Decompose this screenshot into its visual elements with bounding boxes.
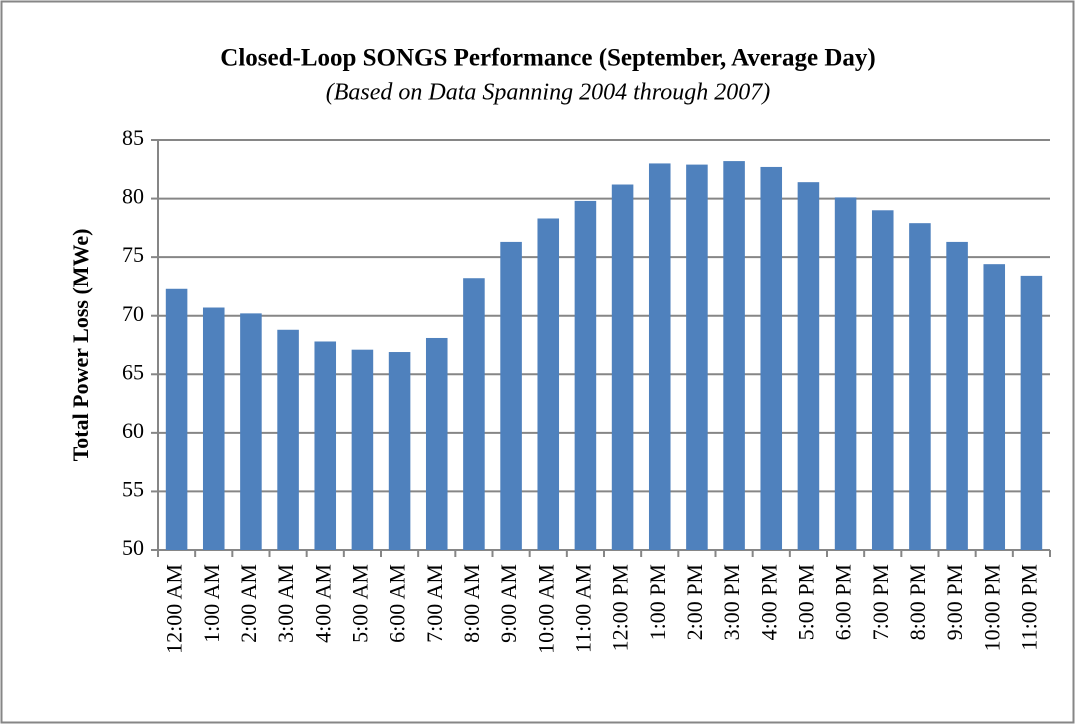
y-tick-label: 50 bbox=[122, 535, 144, 560]
x-tick-label: 5:00 PM bbox=[793, 564, 818, 640]
bar bbox=[834, 197, 857, 550]
x-tick-label: 8:00 PM bbox=[905, 564, 930, 640]
y-tick-label: 70 bbox=[122, 301, 144, 326]
y-tick-label: 75 bbox=[122, 242, 144, 267]
y-axis-label: Total Power Loss (MWe) bbox=[68, 229, 93, 462]
bar bbox=[723, 161, 745, 551]
x-tick-label: 7:00 AM bbox=[422, 564, 447, 643]
y-tick-label: 85 bbox=[122, 125, 144, 150]
bar bbox=[240, 313, 262, 550]
x-tick-label: 12:00 AM bbox=[162, 564, 187, 654]
bar bbox=[388, 352, 411, 550]
x-tick-label: 4:00 PM bbox=[756, 564, 781, 640]
bar bbox=[686, 164, 708, 550]
bar bbox=[463, 278, 485, 550]
x-tick-label: 1:00 AM bbox=[199, 564, 224, 643]
chart-subtitle: (Based on Data Spanning 2004 through 200… bbox=[326, 80, 770, 106]
x-tick-label: 10:00 AM bbox=[533, 564, 558, 654]
bar bbox=[1020, 275, 1043, 550]
x-tick-label: 7:00 PM bbox=[868, 564, 893, 640]
bar bbox=[983, 264, 1006, 550]
x-tick-label: 6:00 AM bbox=[385, 564, 410, 643]
bar bbox=[871, 210, 894, 551]
bar bbox=[165, 288, 188, 550]
bar bbox=[574, 200, 597, 550]
chart-title: Closed-Loop SONGS Performance (September… bbox=[220, 45, 875, 72]
bar bbox=[648, 163, 671, 550]
bar bbox=[277, 329, 299, 550]
x-tick-label: 9:00 PM bbox=[942, 564, 967, 640]
x-tick-label: 8:00 AM bbox=[459, 564, 484, 643]
y-tick-label: 60 bbox=[122, 418, 144, 443]
y-tick-label: 80 bbox=[122, 184, 144, 209]
bar bbox=[946, 241, 968, 550]
x-tick-label: 10:00 PM bbox=[979, 564, 1004, 651]
x-tick-label: 9:00 AM bbox=[496, 564, 521, 643]
x-tick-label: 11:00 PM bbox=[1016, 564, 1041, 651]
x-tick-label: 3:00 PM bbox=[719, 564, 744, 640]
bar bbox=[500, 241, 522, 550]
y-tick-label: 65 bbox=[122, 359, 144, 384]
bar bbox=[797, 182, 820, 550]
bar bbox=[314, 341, 337, 550]
bar bbox=[537, 218, 560, 550]
bar bbox=[351, 349, 374, 550]
x-tick-label: 12:00 PM bbox=[608, 564, 633, 651]
x-tick-label: 1:00 PM bbox=[645, 564, 670, 640]
x-tick-label: 6:00 PM bbox=[831, 564, 856, 640]
x-tick-label: 5:00 AM bbox=[347, 564, 372, 643]
x-tick-label: 11:00 AM bbox=[570, 564, 595, 653]
bar bbox=[611, 184, 634, 550]
bar bbox=[202, 307, 225, 550]
y-tick-label: 55 bbox=[122, 476, 144, 501]
x-tick-label: 3:00 AM bbox=[273, 564, 298, 643]
x-tick-label: 2:00 PM bbox=[682, 564, 707, 640]
bar bbox=[760, 166, 783, 550]
x-tick-label: 2:00 AM bbox=[236, 564, 261, 643]
bar bbox=[425, 337, 448, 550]
x-tick-label: 4:00 AM bbox=[310, 564, 335, 643]
bar bbox=[909, 223, 931, 550]
